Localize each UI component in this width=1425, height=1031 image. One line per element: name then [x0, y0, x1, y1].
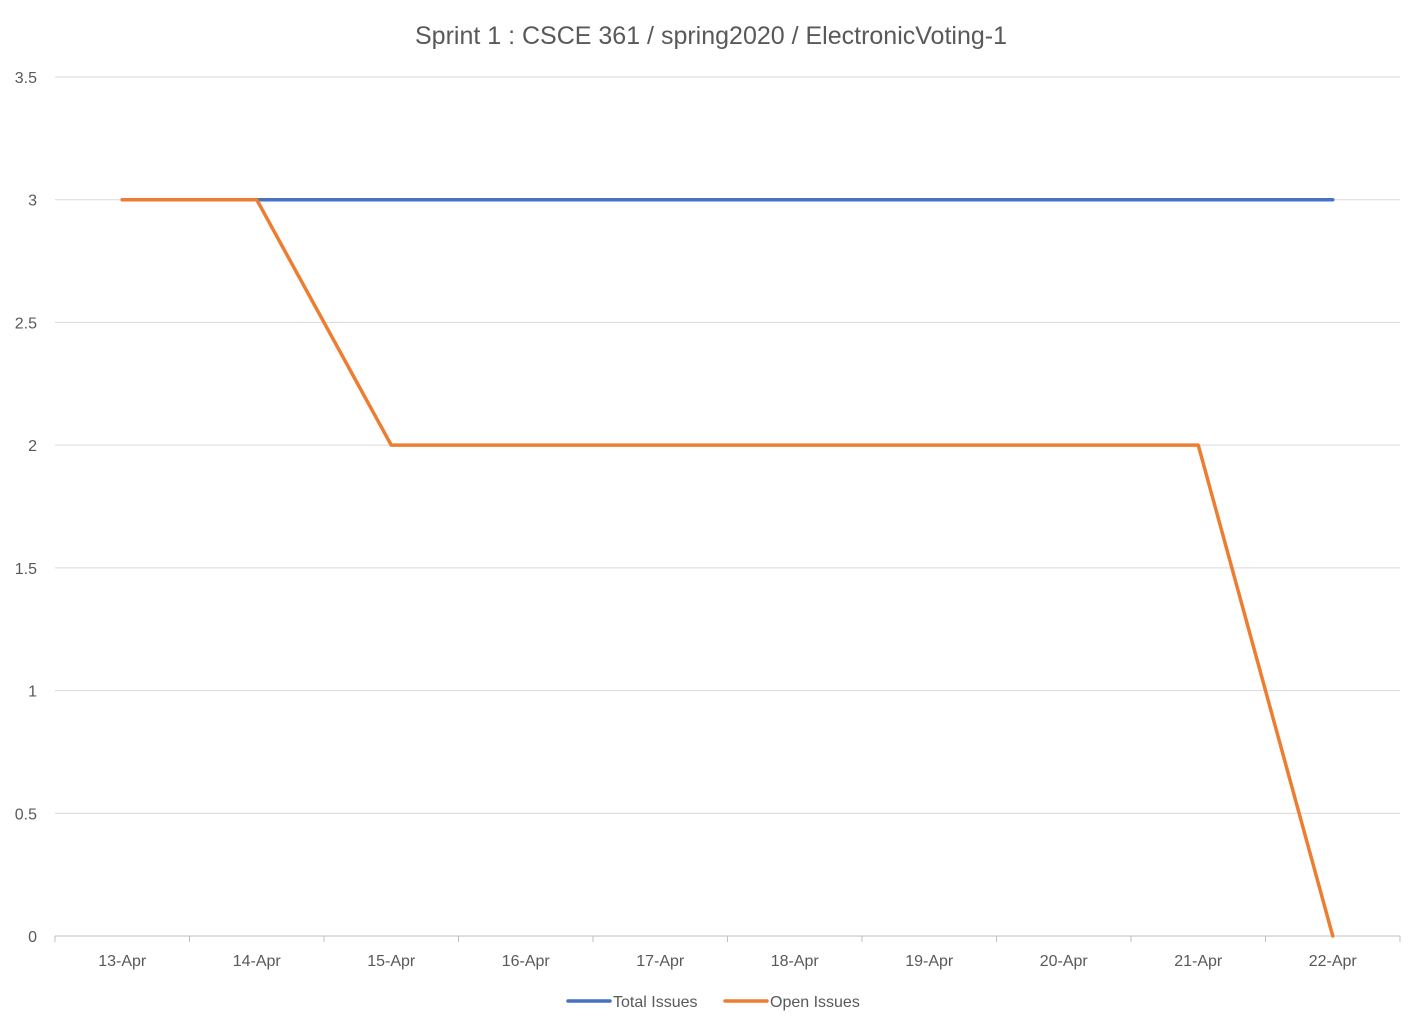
x-tick-label: 15-Apr — [367, 953, 416, 970]
legend: Total Issues Open Issues — [566, 994, 860, 1011]
y-tick-label: 0 — [28, 929, 37, 946]
y-tick-label: 2 — [28, 438, 37, 455]
x-tick-label: 21-Apr — [1174, 953, 1223, 970]
x-axis: 13-Apr 14-Apr 15-Apr 16-Apr 17-Apr 18-Apr 19-A… — [54, 935, 1401, 970]
x-tick-label: 17-Apr — [636, 953, 685, 970]
y-tick-label: 0.5 — [15, 806, 37, 823]
series-line-open-issues — [120, 197, 1335, 938]
chart-title: Sprint 1 : CSCE 361 / spring2020 / Elect… — [415, 22, 1007, 50]
x-tick-label: 16-Apr — [502, 953, 551, 970]
series-lines — [120, 197, 1335, 938]
x-tick-label: 13-Apr — [98, 953, 147, 970]
y-tick-label: 3 — [28, 193, 37, 210]
x-tick-label: 19-Apr — [905, 953, 954, 970]
y-tick-label: 1.5 — [15, 561, 37, 578]
y-tick-label: 3.5 — [15, 70, 37, 87]
x-tick-label: 20-Apr — [1040, 953, 1089, 970]
y-axis-ticks: 0 0.5 1 1.5 2 2.5 3 3.5 — [15, 70, 37, 946]
x-tick-label: 22-Apr — [1309, 953, 1358, 970]
y-tick-label: 2.5 — [15, 315, 37, 332]
legend-label: Open Issues — [770, 994, 860, 1011]
x-tick-label: 18-Apr — [771, 953, 820, 970]
legend-label: Total Issues — [613, 994, 697, 1011]
y-tick-label: 1 — [28, 684, 37, 701]
x-tick-label: 14-Apr — [233, 953, 282, 970]
